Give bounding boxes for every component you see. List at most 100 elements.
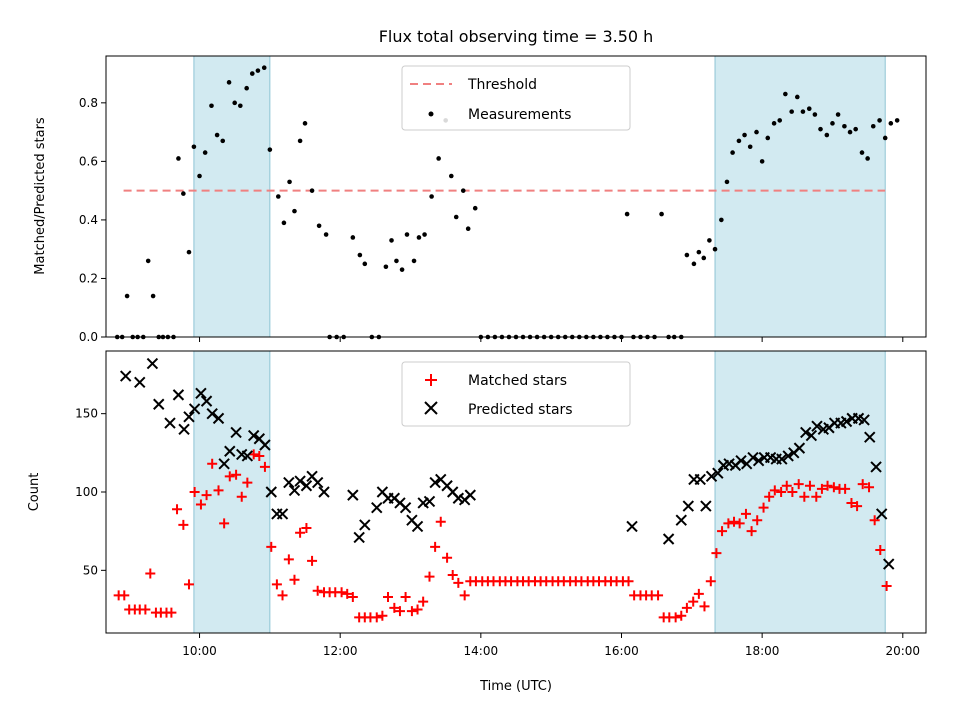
- matched-point: [271, 579, 282, 590]
- measurement-point: [316, 223, 322, 229]
- matched-point: [852, 501, 863, 512]
- matched-point: [693, 588, 704, 599]
- measurement-point: [624, 211, 630, 217]
- matched-point: [670, 612, 681, 623]
- predicted-point: [212, 412, 225, 425]
- measurement-point: [806, 106, 812, 111]
- measurements-legend-swatch: [428, 111, 434, 117]
- matched-point: [717, 526, 728, 537]
- matched-point: [266, 541, 277, 552]
- measurement-point: [383, 264, 389, 270]
- predicted-point: [776, 453, 788, 465]
- matched-point: [424, 571, 435, 582]
- matched-point: [195, 499, 206, 510]
- matched-point: [145, 568, 156, 579]
- ratio-y-tick-label: 0.2: [79, 271, 98, 285]
- x-axis-label: Time (UTC): [479, 679, 552, 694]
- measurement-point: [422, 232, 427, 237]
- measurement-point: [394, 258, 399, 264]
- matched-point: [371, 612, 382, 623]
- measurement-point: [783, 91, 788, 97]
- predicted-point: [119, 370, 132, 382]
- matched-legend-label: Matched stars: [468, 373, 567, 389]
- predicted-point: [864, 431, 876, 443]
- matched-point: [418, 596, 429, 607]
- predicted-point: [241, 450, 254, 462]
- matched-point: [283, 554, 294, 565]
- predicted-point: [371, 501, 383, 514]
- matched-point: [864, 482, 875, 493]
- matched-point: [242, 477, 253, 488]
- predicted-point: [283, 476, 295, 489]
- matched-point: [442, 552, 453, 563]
- measurement-point: [465, 226, 471, 231]
- measurement-point: [742, 132, 747, 138]
- predicted-point: [195, 387, 207, 400]
- matched-point: [764, 491, 775, 502]
- measurement-point: [830, 121, 835, 126]
- measurement-point: [835, 112, 841, 117]
- measurement-point: [186, 249, 192, 255]
- matched-point: [254, 450, 265, 461]
- predicted-point: [134, 376, 146, 389]
- ratio-legend: Threshold Measurements: [401, 65, 631, 131]
- measurement-point: [238, 103, 243, 109]
- predicted-point: [700, 500, 712, 512]
- measurement-point: [220, 138, 226, 144]
- matched-point: [705, 576, 716, 587]
- predicted-point: [230, 426, 242, 439]
- predicted-point: [146, 357, 159, 370]
- measurement-point: [362, 261, 368, 267]
- matched-point: [840, 483, 851, 494]
- matched-point: [430, 541, 441, 552]
- matched-point: [347, 591, 358, 602]
- matched-point: [435, 516, 446, 527]
- predicted-point: [870, 461, 882, 473]
- matched-point: [822, 480, 833, 491]
- measurements-legend-label: Measurements: [468, 107, 571, 123]
- measurement-point: [150, 293, 156, 299]
- predicted-legend-swatch: [424, 401, 438, 415]
- measurement-point: [145, 258, 151, 264]
- predicted-point: [411, 520, 424, 533]
- matched-point: [623, 576, 634, 587]
- predicted-point: [183, 411, 195, 423]
- measurement-point: [209, 103, 214, 109]
- ratio-y-tick-label: 0.4: [79, 213, 98, 227]
- matched-point: [201, 490, 212, 501]
- measurement-point: [691, 261, 697, 267]
- matched-point: [377, 610, 388, 621]
- measurement-point: [712, 246, 718, 252]
- count-legend: Matched stars Predicted stars: [401, 361, 631, 427]
- measurement-point: [449, 173, 454, 179]
- measurement-point: [197, 173, 202, 179]
- measurement-point: [847, 129, 853, 135]
- count-y-tick-label: 150: [75, 407, 98, 421]
- measurement-point: [865, 156, 870, 161]
- measurement-point: [287, 179, 292, 185]
- measurement-point: [176, 156, 181, 161]
- x-tick-label: 12:00: [323, 644, 358, 658]
- measurement-point: [323, 232, 329, 237]
- measurement-point: [824, 132, 830, 138]
- count-observing-window-0: [193, 350, 271, 634]
- ratio-y-axis-label: Matched/Predicted stars: [33, 117, 48, 275]
- matched-point: [178, 519, 189, 530]
- predicted-point: [311, 476, 324, 489]
- matched-point: [219, 518, 230, 529]
- measurement-point: [684, 252, 690, 258]
- predicted-point: [259, 439, 271, 451]
- matched-point: [412, 604, 423, 615]
- measurement-point: [357, 252, 363, 258]
- predicted-point: [423, 495, 436, 508]
- x-tick-label: 16:00: [604, 644, 639, 658]
- matched-point: [140, 604, 151, 615]
- predicted-point: [811, 420, 823, 432]
- chart-title: Flux total observing time = 3.50 h: [379, 27, 654, 46]
- predicted-point: [265, 486, 277, 498]
- measurement-point: [460, 188, 466, 193]
- ratio-panel: 0.0 0.2 0.4 0.6 0.8: [79, 55, 927, 344]
- matched-point: [758, 502, 769, 513]
- predicted-point: [224, 445, 236, 457]
- measurement-point: [877, 118, 882, 123]
